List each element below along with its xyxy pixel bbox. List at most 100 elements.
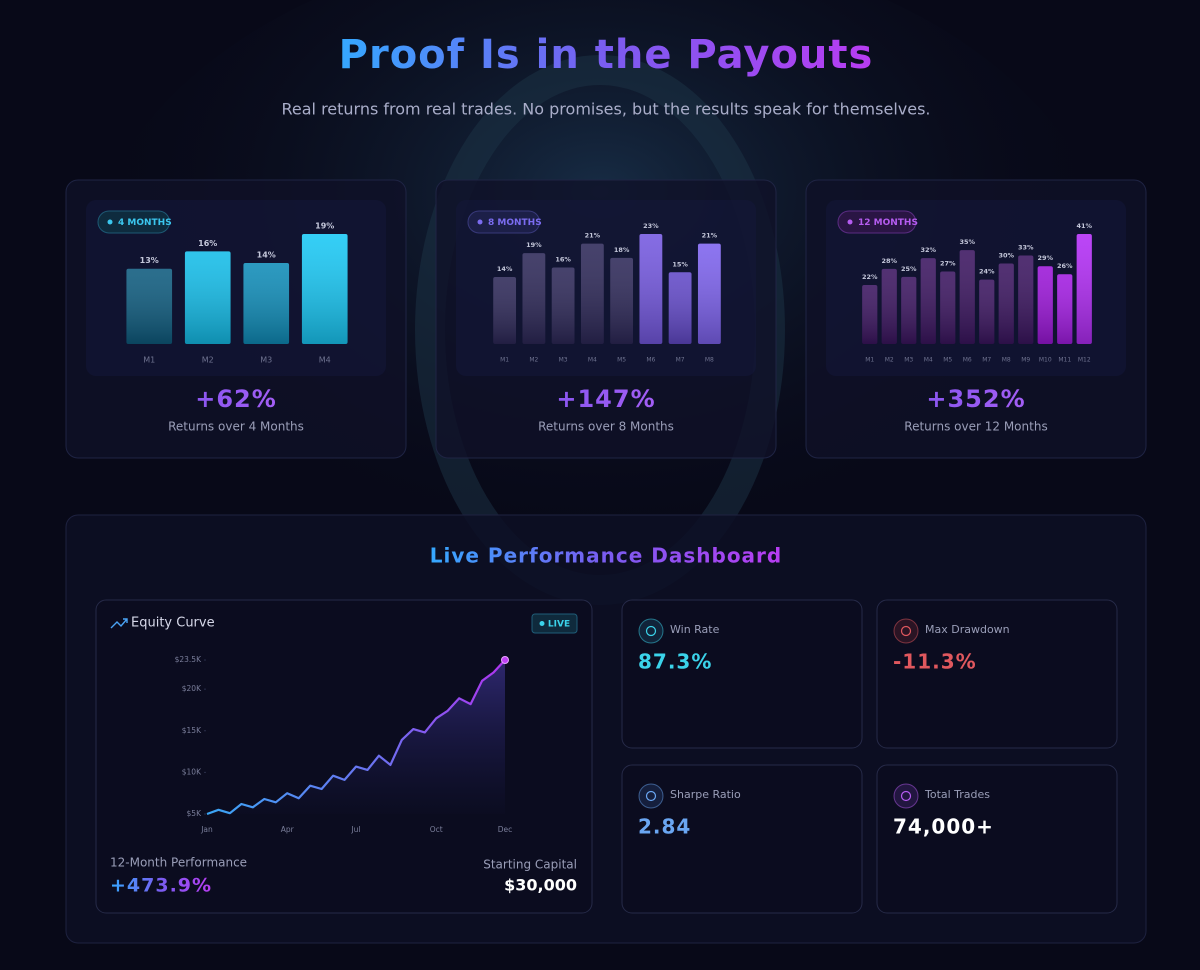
bar-value-label: 41% [1076,222,1092,230]
live-label: LIVE [548,620,570,630]
bar-shade [580,243,604,344]
bar-category-label: M12 [1078,357,1091,364]
bar-value-label: 30% [998,252,1014,260]
bar-category-label: M10 [1039,357,1052,364]
bar-category-label: M4 [319,356,331,365]
bar-shade [959,250,975,344]
bar-shade [697,243,721,344]
stat-card [621,764,863,914]
bar-value-label: 27% [940,260,956,268]
live-dot [539,621,545,626]
bar-value-label: 21% [585,232,601,240]
bar-value-label: 15% [672,260,688,268]
stat-card [621,599,863,749]
stat-value: -11.3% [893,650,977,674]
equity-icon [110,618,128,629]
return-caption: Returns over 12 Months [904,420,1047,434]
stat-label: Max Drawdown [925,623,1010,636]
bar-shade [301,234,348,344]
bar-value-label: 14% [497,265,513,273]
badge-label: 4 MONTHS [118,218,172,228]
dashboard-title: Live Performance Dashboard [430,544,782,568]
bar-value-label: 16% [198,239,217,248]
bar-category-label: M4 [588,357,597,364]
stat-value: 74,000+ [893,815,994,839]
bar-category-label: M8 [1002,357,1011,364]
bar-shade [668,272,692,344]
stat-label: Win Rate [670,623,720,636]
bar-category-label: M1 [865,357,874,364]
bar-category-label: M9 [1021,357,1030,364]
bar-value-label: 14% [257,250,276,259]
badge-dot [477,219,483,225]
bar-category-label: M5 [617,357,626,364]
total-return: +62% [195,385,277,413]
bar-value-label: 13% [140,256,159,265]
x-tick-label: Jul [350,825,360,834]
x-tick-label: Oct [430,825,443,834]
bar-category-label: M3 [260,356,272,365]
capital-label: Starting Capital [483,858,577,872]
bar-category-label: M7 [676,357,685,364]
stat-icon [638,783,664,809]
period-badge [97,210,171,234]
bar-value-label: 29% [1037,254,1053,262]
bar-value-label: 19% [526,241,542,249]
badge-label: 12 MONTHS [858,218,918,228]
bar-category-label: M2 [202,356,214,365]
equity-card [95,599,593,914]
x-tick-label: Jan [200,825,213,834]
bar-value-label: 26% [1057,262,1073,270]
bar-category-label: M11 [1058,357,1071,364]
bar-category-label: M8 [705,357,714,364]
bar-shade [881,268,897,344]
equity-area [207,660,505,814]
performance-label: 12-Month Performance [110,856,247,870]
bar-value-label: 35% [959,238,975,246]
equity-line [206,659,506,816]
bar-category-label: M6 [646,357,655,364]
x-tick-label: Dec [498,825,513,834]
bar-shade [493,277,517,344]
bar-value-label: 24% [979,268,995,276]
y-tick-label: $20K [182,684,202,693]
bar-value-label: 23% [643,222,659,230]
bar-shade [1037,266,1053,344]
page-title: Proof Is in the Payouts [339,32,874,78]
bar-value-label: 25% [901,265,917,273]
stat-label: Sharpe Ratio [670,788,741,801]
bar-shade [610,257,634,344]
bar-value-label: 19% [315,222,334,231]
page-subtitle: Real returns from real trades. No promis… [281,100,930,119]
period-badge [837,210,917,234]
y-tick-label: $15K [182,726,202,735]
bar-value-label: 33% [1018,243,1034,251]
total-return: +352% [926,385,1025,413]
capital-value: $30,000 [504,876,577,895]
bar-shade [522,253,546,344]
bar-category-label: M3 [559,357,568,364]
bar-shade [1018,255,1034,344]
bar-shade [184,251,231,344]
badge-label: 8 MONTHS [488,218,542,228]
bar-category-label: M2 [885,357,894,364]
bar-category-label: M3 [904,357,913,364]
equity-title: Equity Curve [131,616,215,631]
stat-icon-mark [900,625,912,637]
badge-dot [107,219,113,225]
stat-card [876,764,1118,914]
bar-value-label: 28% [881,257,897,265]
stat-value: 2.84 [638,815,691,839]
bar-shade [862,284,878,344]
x-tick-label: Apr [281,825,295,834]
stat-icon-mark [645,625,657,637]
return-caption: Returns over 8 Months [538,420,674,434]
stat-icon [638,618,664,644]
stat-label: Total Trades [924,788,990,801]
bar-category-label: M1 [500,357,509,364]
stat-value: 87.3% [638,650,712,674]
bar-value-label: 22% [862,273,878,281]
bar-value-label: 32% [920,246,936,254]
bar-value-label: 21% [702,232,718,240]
